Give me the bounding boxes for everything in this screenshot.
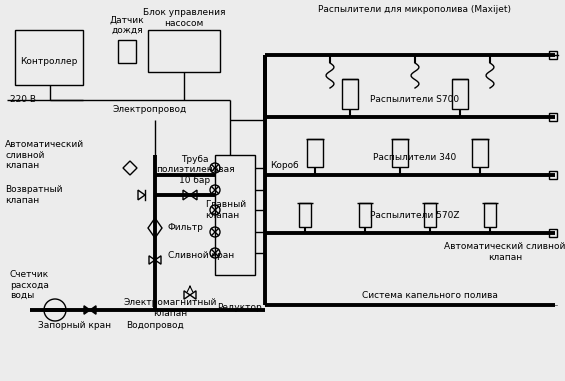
Text: Фильтр: Фильтр	[168, 224, 204, 232]
Text: Электропровод: Электропровод	[113, 106, 187, 115]
Text: Контроллер: Контроллер	[20, 58, 78, 67]
Text: Распылители 340: Распылители 340	[373, 154, 457, 163]
Polygon shape	[149, 256, 155, 264]
Polygon shape	[184, 291, 190, 299]
Polygon shape	[123, 161, 137, 175]
Bar	[307, 139, 323, 167]
Text: Распылители для микрополива (Maxijet): Распылители для микрополива (Maxijet)	[319, 5, 511, 14]
Polygon shape	[90, 306, 96, 314]
Polygon shape	[84, 306, 90, 314]
Text: Короб: Короб	[270, 160, 299, 170]
Bar	[472, 139, 488, 167]
Bar	[484, 203, 496, 227]
Text: Редуктор: Редуктор	[218, 304, 262, 312]
Text: Электромагнитный
клапан: Электромагнитный клапан	[123, 298, 217, 318]
Text: Главный
клапан: Главный клапан	[205, 200, 246, 220]
Text: Автоматический
сливной
клапан: Автоматический сливной клапан	[5, 140, 84, 170]
Bar	[215, 155, 255, 275]
Bar	[549, 171, 557, 179]
Text: Сливной кран: Сливной кран	[168, 250, 234, 259]
Text: Блок управления
насосом: Блок управления насосом	[143, 8, 225, 28]
Bar	[15, 30, 83, 85]
Text: Запорный кран: Запорный кран	[38, 320, 111, 330]
Polygon shape	[190, 291, 196, 299]
Polygon shape	[138, 190, 145, 200]
Bar	[118, 40, 136, 63]
Text: Труба
полиэтиленовая
10 бар: Труба полиэтиленовая 10 бар	[156, 155, 234, 185]
Bar	[359, 203, 371, 227]
Bar	[299, 203, 311, 227]
Bar	[549, 51, 557, 59]
Text: Автоматический сливной
клапан: Автоматический сливной клапан	[444, 242, 565, 262]
Polygon shape	[155, 256, 161, 264]
Text: Возвратный
клапан: Возвратный клапан	[5, 185, 63, 205]
Bar	[549, 229, 557, 237]
Text: Водопровод: Водопровод	[126, 320, 184, 330]
Text: Распылители 570Z: Распылители 570Z	[370, 210, 460, 219]
Bar	[424, 203, 436, 227]
Bar	[392, 139, 408, 167]
Bar	[342, 79, 358, 109]
Text: Распылители S700: Распылители S700	[371, 96, 459, 104]
Bar	[148, 30, 220, 72]
Text: Система капельного полива: Система капельного полива	[362, 290, 498, 299]
Text: 220 В: 220 В	[10, 96, 36, 104]
Bar	[549, 113, 557, 121]
Bar	[452, 79, 468, 109]
Polygon shape	[190, 190, 197, 200]
Polygon shape	[148, 218, 162, 238]
Text: Счетчик
расхода
воды: Счетчик расхода воды	[10, 270, 49, 300]
Polygon shape	[183, 190, 190, 200]
Text: Датчик
дождя: Датчик дождя	[110, 15, 144, 35]
